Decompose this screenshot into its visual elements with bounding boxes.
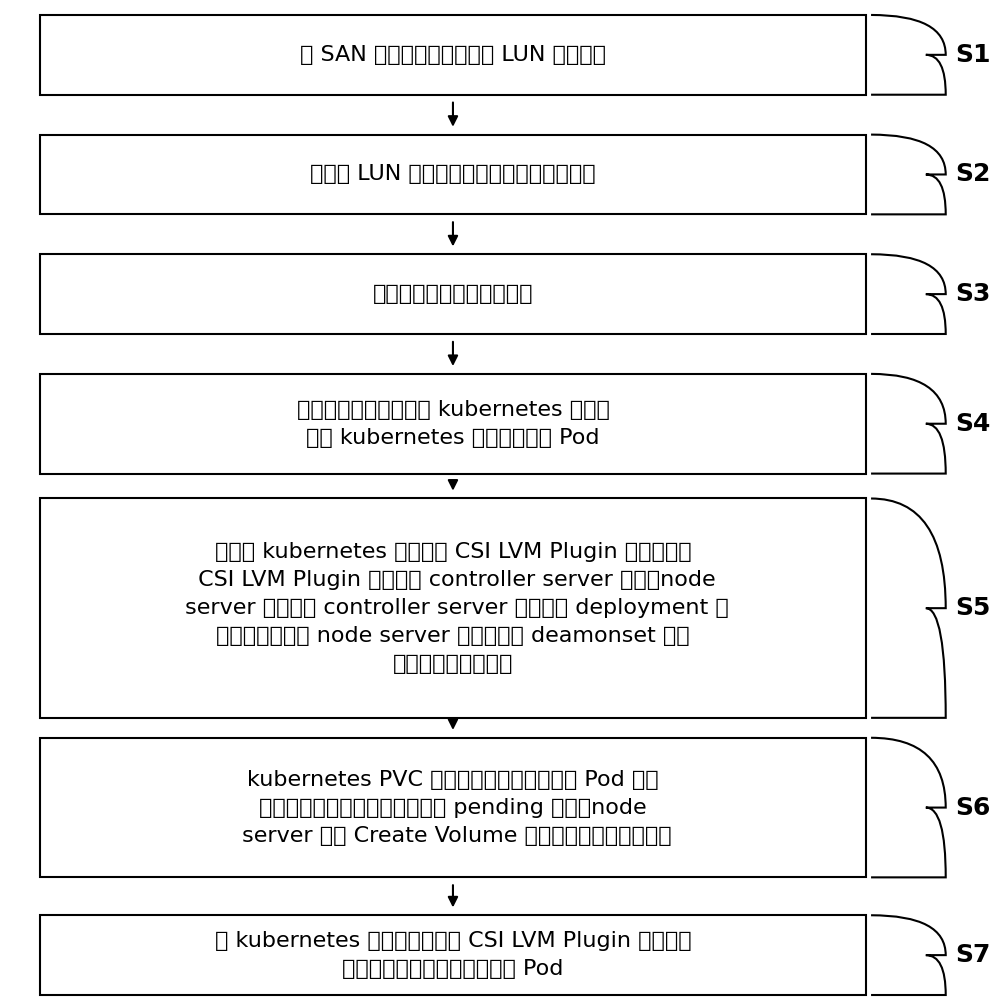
Text: S4: S4 <box>956 412 991 436</box>
Text: kubernetes PVC 申请创建持久卷，并调度 Pod 到一
个物理机节点，所述持久卷处于 pending 状态，node
 server 调用 Crea: kubernetes PVC 申请创建持久卷，并调度 Pod 到一 个物理机节点… <box>235 770 671 845</box>
Text: S5: S5 <box>956 596 991 620</box>
Text: 在所述 kubernetes 集群注册 CSI LVM Plugin 插件，所述
 CSI LVM Plugin 插件包括 controller server : 在所述 kubernetes 集群注册 CSI LVM Plugin 插件，所述… <box>178 542 728 674</box>
FancyBboxPatch shape <box>40 915 866 995</box>
Text: 在若干物理机节点部署 kubernetes 集群，
所述 kubernetes 集群包括若干 Pod: 在若干物理机节点部署 kubernetes 集群， 所述 kubernetes … <box>297 400 609 448</box>
FancyBboxPatch shape <box>40 498 866 718</box>
Text: 将一个 LUN 存储设备映射给若干物理机节点: 将一个 LUN 存储设备映射给若干物理机节点 <box>310 165 596 184</box>
Text: S1: S1 <box>956 43 991 67</box>
Text: S2: S2 <box>956 163 991 186</box>
FancyBboxPatch shape <box>40 135 866 214</box>
Text: S6: S6 <box>956 796 991 820</box>
FancyBboxPatch shape <box>40 15 866 95</box>
FancyBboxPatch shape <box>40 374 866 474</box>
Text: S3: S3 <box>956 282 991 306</box>
Text: S7: S7 <box>956 943 991 967</box>
Text: 在所述物理机节点创建卷组: 在所述物理机节点创建卷组 <box>373 284 533 304</box>
Text: 将 SAN 存储设备划分为若干 LUN 存储设备: 将 SAN 存储设备划分为若干 LUN 存储设备 <box>300 45 606 65</box>
FancyBboxPatch shape <box>40 254 866 334</box>
FancyBboxPatch shape <box>40 738 866 877</box>
Text: 在 kubernetes 之上的应用通过 CSI LVM Plugin 插件动态
生成的持久卷，挂载到对应的 Pod: 在 kubernetes 之上的应用通过 CSI LVM Plugin 插件动态… <box>215 931 691 979</box>
